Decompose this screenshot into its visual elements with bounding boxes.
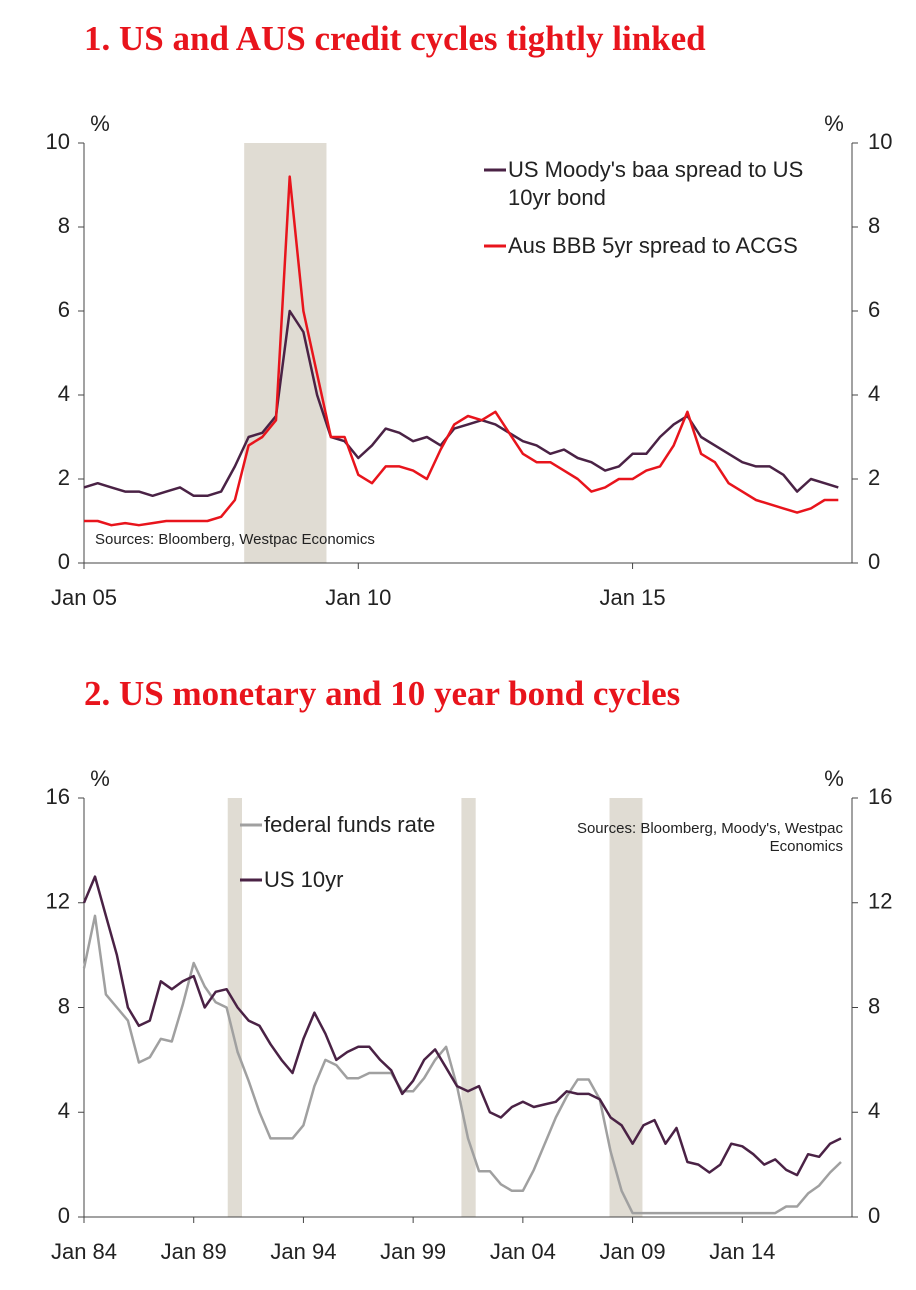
y-tick-label: 12 xyxy=(46,889,70,914)
series-line xyxy=(82,875,842,1177)
y2-tick-label: 4 xyxy=(868,1098,880,1123)
x-tick-label: Jan 10 xyxy=(325,585,391,610)
y-tick-label: 16 xyxy=(46,784,70,809)
x-tick-label: Jan 94 xyxy=(270,1239,336,1264)
y2-axis-label: % xyxy=(824,766,844,791)
sources-note: Sources: Bloomberg, Westpac Economics xyxy=(95,531,375,548)
x-tick-label: Jan 15 xyxy=(600,585,666,610)
x-tick-label: Jan 09 xyxy=(600,1239,666,1264)
recession-shading xyxy=(461,798,476,1217)
x-tick-label: Jan 99 xyxy=(380,1239,446,1264)
x-tick-label: Jan 04 xyxy=(490,1239,556,1264)
y2-tick-label: 0 xyxy=(868,1203,880,1228)
y-tick-label: 8 xyxy=(58,213,70,238)
y-tick-label: 0 xyxy=(58,549,70,574)
y2-tick-label: 8 xyxy=(868,213,880,238)
series-line xyxy=(83,309,839,498)
y-tick-label: 6 xyxy=(58,297,70,322)
x-tick-label: Jan 84 xyxy=(51,1239,117,1264)
y-tick-label: 4 xyxy=(58,1098,70,1123)
y2-tick-label: 6 xyxy=(868,297,880,322)
y2-axis-label: % xyxy=(824,111,844,136)
y-tick-label: 2 xyxy=(58,465,70,490)
y2-tick-label: 16 xyxy=(868,784,892,809)
legend-label: US 10yr xyxy=(264,867,344,892)
y2-tick-label: 4 xyxy=(868,381,880,406)
x-tick-label: Jan 05 xyxy=(51,585,117,610)
y2-tick-label: 2 xyxy=(868,465,880,490)
x-tick-label: Jan 14 xyxy=(709,1239,775,1264)
y2-tick-label: 8 xyxy=(868,993,880,1018)
y2-tick-label: 12 xyxy=(868,889,892,914)
chart-title: 2. US monetary and 10 year bond cycles xyxy=(84,674,680,713)
y2-tick-label: 10 xyxy=(868,129,892,154)
legend-label: US Moody's baa spread to US 10yr bond xyxy=(508,157,804,210)
y-axis-label: % xyxy=(90,766,110,791)
legend-label: Aus BBB 5yr spread to ACGS xyxy=(508,233,798,258)
recession-shading xyxy=(609,798,643,1217)
y-tick-label: 10 xyxy=(46,129,70,154)
y-axis-label: % xyxy=(90,111,110,136)
legend-label: federal funds rate xyxy=(264,812,436,837)
recession-shading xyxy=(227,798,242,1217)
x-tick-label: Jan 89 xyxy=(161,1239,227,1264)
sources-note: Sources: Bloomberg, Moody's, Westpac Eco… xyxy=(576,820,843,855)
y-tick-label: 0 xyxy=(58,1203,70,1228)
y2-tick-label: 0 xyxy=(868,549,880,574)
y-tick-label: 4 xyxy=(58,381,70,406)
series-line xyxy=(82,914,842,1215)
series-line xyxy=(84,175,839,527)
chart-title: 1. US and AUS credit cycles tightly link… xyxy=(84,19,706,58)
y-tick-label: 8 xyxy=(58,993,70,1018)
